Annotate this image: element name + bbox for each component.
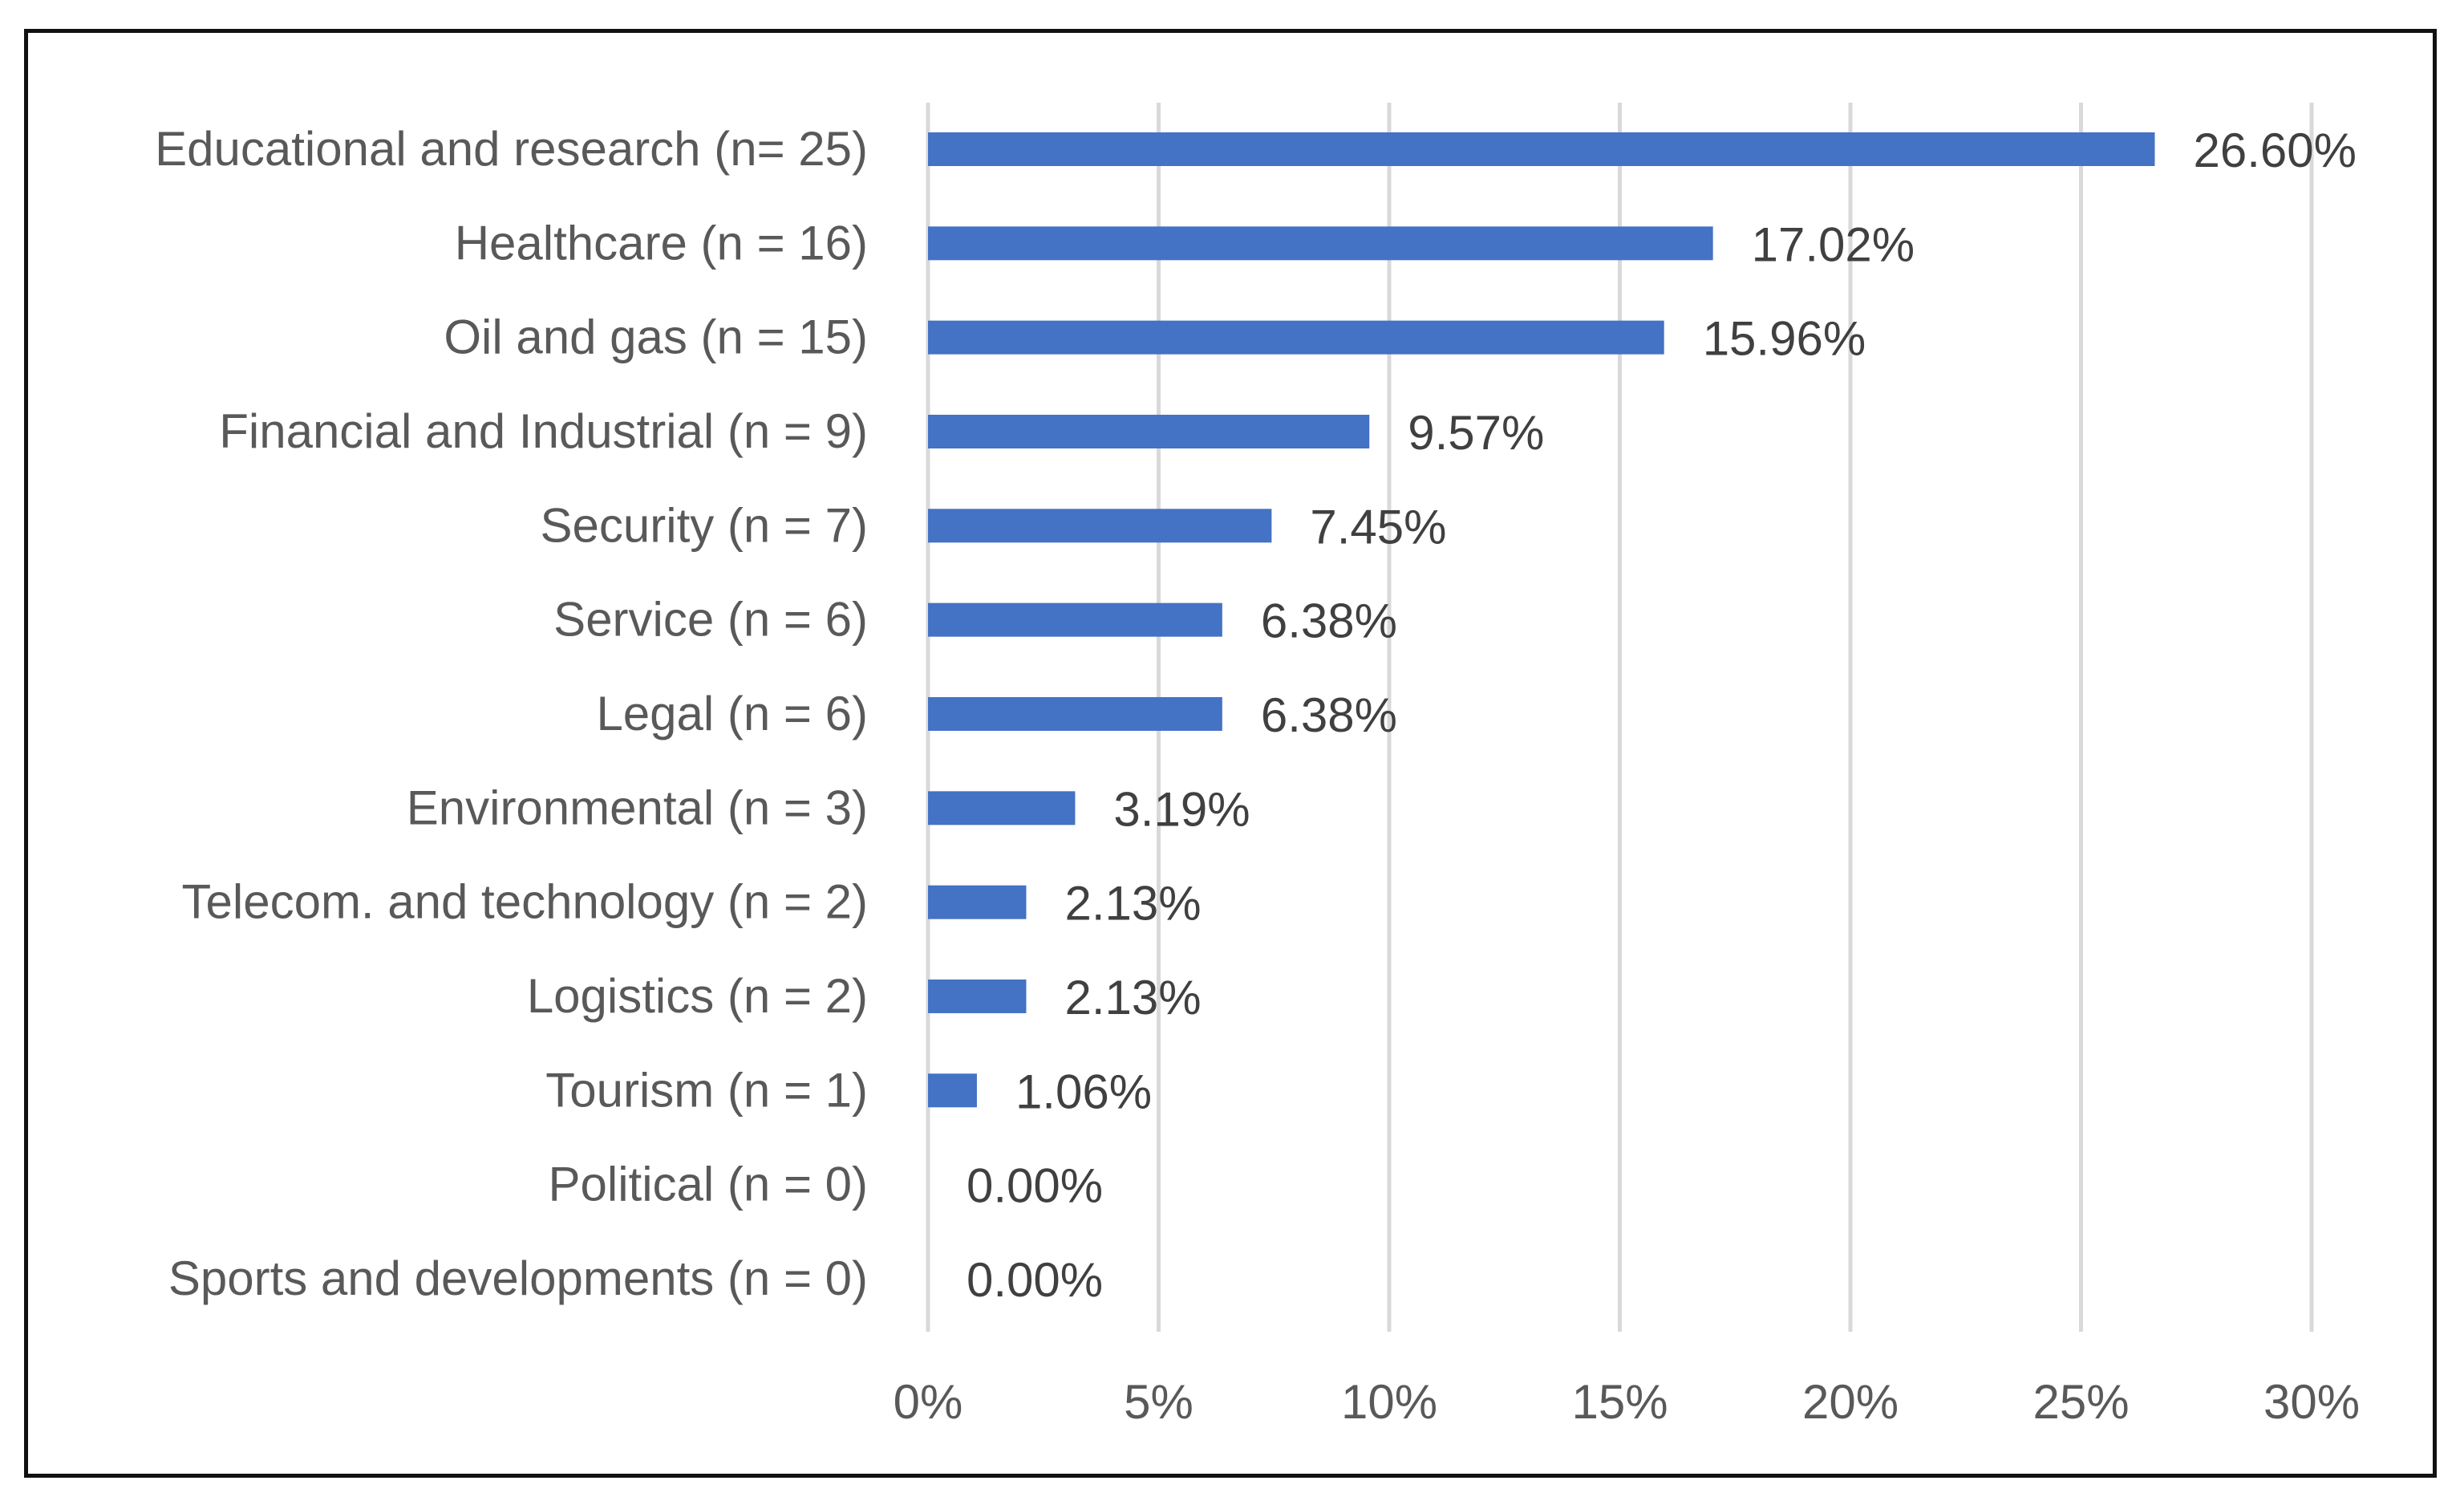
x-tick-label: 0% [894,1375,963,1429]
category-label: Tourism (n = 1) [545,1063,868,1117]
data-label: 7.45% [1310,500,1446,554]
data-label: 9.57% [1408,406,1544,460]
bar [928,1073,977,1108]
category-label: Logistics (n = 2) [527,969,868,1023]
data-label: 2.13% [1064,877,1201,931]
gridlines [926,103,2314,1332]
bars [928,132,2155,1108]
category-label: Legal (n = 6) [596,687,868,740]
data-label: 15.96% [1703,312,1866,366]
data-label: 3.19% [1113,782,1250,836]
x-tick-label: 15% [1571,1375,1668,1429]
bar [928,885,1027,919]
x-tick-label: 5% [1124,1375,1194,1429]
data-label: 1.06% [1015,1065,1152,1118]
category-label: Service (n = 6) [553,593,868,647]
bar [928,791,1076,825]
bar [928,226,1713,261]
bar [928,979,1027,1013]
chart-frame [24,29,2437,1478]
category-label: Educational and research (n= 25) [155,122,868,176]
bar [928,320,1664,355]
category-label: Telecom. and technology (n = 2) [182,875,869,929]
data-label: 26.60% [2194,124,2357,177]
bar [928,414,1370,448]
data-label: 6.38% [1261,594,1397,648]
category-label: Healthcare (n = 16) [455,216,868,270]
data-labels: 26.60%17.02%15.96%9.57%7.45%6.38%6.38%3.… [967,124,2357,1307]
x-tick-label: 10% [1341,1375,1437,1429]
data-label: 2.13% [1064,971,1201,1024]
category-label: Security (n = 7) [541,498,869,552]
data-label: 0.00% [967,1159,1103,1213]
x-tick-label: 30% [2263,1375,2360,1429]
category-label: Oil and gas (n = 15) [444,310,868,364]
category-label: Sports and developments (n = 0) [168,1251,868,1305]
bar [928,696,1222,731]
bar [928,132,2155,166]
data-label: 0.00% [967,1253,1103,1307]
category-label: Political (n = 0) [549,1158,869,1211]
x-tick-label: 25% [2032,1375,2129,1429]
bar [928,602,1222,637]
data-label: 17.02% [1752,217,1915,271]
category-label: Financial and Industrial (n = 9) [219,404,868,458]
x-tick-label: 20% [1802,1375,1899,1429]
bar [928,509,1272,543]
category-label: Environmental (n = 3) [407,781,868,834]
x-axis-tick-labels: 0% 5% 10% 15% 20% 25% 30% [894,1375,2360,1429]
category-labels: Educational and research (n= 25) Healthca… [155,122,868,1305]
data-label: 6.38% [1261,688,1397,742]
